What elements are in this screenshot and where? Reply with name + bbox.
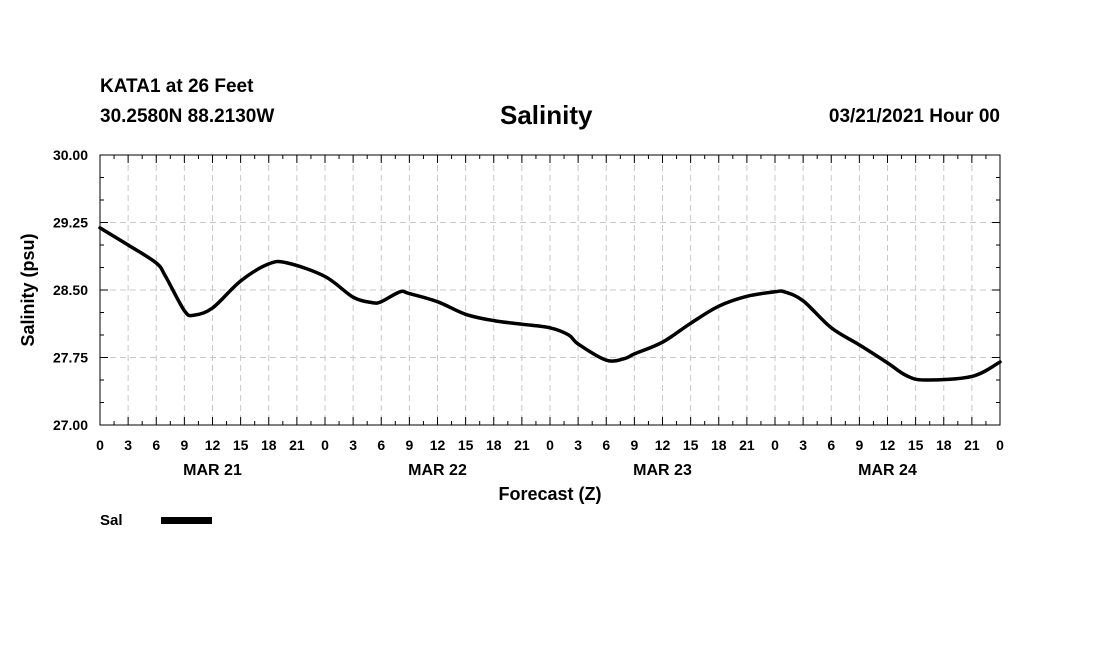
x-tick-label: 9 xyxy=(180,437,188,453)
x-tick-labels: 0 3 6 9 12 15 18 21 0 3 6 9 12 15 18 21 0 3 6 9 12 15 18 21 0 3 6 9… xyxy=(96,437,1004,453)
y-tick-label: 28.50 xyxy=(53,282,88,298)
x-tick-label: 3 xyxy=(124,437,132,453)
x-tick-label: 21 xyxy=(289,437,305,453)
x-tick-label: 6 xyxy=(377,437,385,453)
y-tick-label: 27.00 xyxy=(53,417,88,433)
x-tick-label: 9 xyxy=(405,437,413,453)
x-tick-label: 15 xyxy=(683,437,699,453)
x-tick-label: 15 xyxy=(908,437,924,453)
x-tick-label: 0 xyxy=(321,437,329,453)
x-axis-title: Forecast (Z) xyxy=(498,484,601,504)
station-coordinates: 30.2580N 88.2130W xyxy=(100,106,275,127)
x-tick-label: 18 xyxy=(936,437,952,453)
salinity-series-line xyxy=(98,226,1002,382)
x-tick-label: 18 xyxy=(486,437,502,453)
legend-label: Sal xyxy=(100,512,123,529)
x-tick-label: 9 xyxy=(630,437,638,453)
x-tick-label: 3 xyxy=(799,437,807,453)
y-tick-label: 30.00 xyxy=(53,147,88,163)
x-tick-label: 21 xyxy=(514,437,530,453)
x-tick-label: 0 xyxy=(96,437,104,453)
y-tick-labels: 27.00 27.75 28.50 29.25 30.00 xyxy=(53,147,88,433)
chart-title: Salinity xyxy=(500,100,593,130)
x-tick-label: 6 xyxy=(827,437,835,453)
x-tick-label: 3 xyxy=(574,437,582,453)
x-tick-label: 12 xyxy=(205,437,221,453)
y-axis-title: Salinity (psu) xyxy=(18,233,38,346)
x-tick-label: 0 xyxy=(546,437,554,453)
grid-lines xyxy=(100,155,1000,425)
x-tick-label: 18 xyxy=(711,437,727,453)
x-tick-label: 6 xyxy=(602,437,610,453)
day-labels: MAR 21 MAR 22 MAR 23 MAR 24 xyxy=(183,462,917,479)
x-tick-label: 9 xyxy=(855,437,863,453)
x-tick-label: 12 xyxy=(880,437,896,453)
axis-ticks xyxy=(99,154,1001,426)
x-tick-label: 15 xyxy=(458,437,474,453)
x-tick-label: 21 xyxy=(964,437,980,453)
plot-frame xyxy=(99,154,1001,426)
day-label: MAR 21 xyxy=(183,462,242,479)
y-tick-label: 27.75 xyxy=(53,350,88,366)
y-tick-label: 29.25 xyxy=(53,215,88,231)
day-label: MAR 24 xyxy=(858,462,917,479)
x-tick-label: 12 xyxy=(655,437,671,453)
x-tick-label: 0 xyxy=(771,437,779,453)
x-tick-label: 18 xyxy=(261,437,277,453)
x-tick-label: 12 xyxy=(430,437,446,453)
x-tick-label: 0 xyxy=(996,437,1004,453)
x-tick-label: 15 xyxy=(233,437,249,453)
x-tick-label: 6 xyxy=(152,437,160,453)
station-label: KATA1 at 26 Feet xyxy=(100,76,254,97)
x-tick-label: 3 xyxy=(349,437,357,453)
x-tick-label: 21 xyxy=(739,437,755,453)
forecast-timestamp: 03/21/2021 Hour 00 xyxy=(828,106,1000,127)
legend-swatch xyxy=(161,517,212,524)
day-label: MAR 22 xyxy=(408,462,467,479)
day-label: MAR 23 xyxy=(633,462,692,479)
